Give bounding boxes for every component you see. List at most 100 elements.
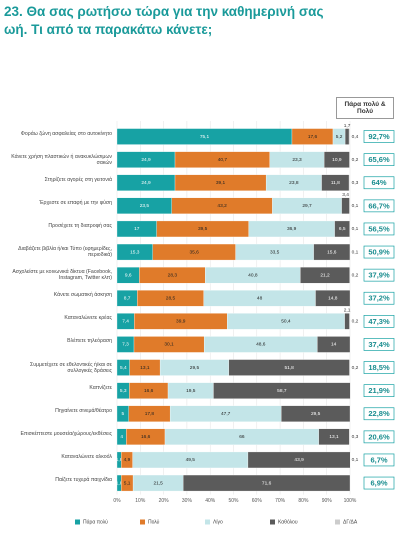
total-box — [363, 384, 395, 397]
bar-segment — [348, 128, 351, 145]
value-label: 43,2 — [217, 203, 227, 209]
total-box — [363, 199, 395, 213]
bar-segment — [315, 290, 351, 307]
x-tick-label: 40% — [205, 498, 216, 504]
value-label: 29,5 — [311, 411, 321, 417]
value-label: 13,1 — [140, 365, 150, 371]
value-label: 9,6 — [125, 272, 132, 278]
bar-segment — [183, 474, 351, 492]
bar-segment — [317, 336, 351, 353]
value-label: 5,3 — [120, 388, 127, 394]
value-label: 28,3 — [168, 272, 178, 278]
value-label: 0,2 — [352, 157, 359, 163]
x-tick-label: 0% — [113, 498, 121, 504]
title-line: ωή. Τι από τα παρακάτω κάνετε; — [4, 22, 213, 37]
value-label: 0,4 — [352, 134, 359, 140]
total-label: 22,8% — [368, 409, 390, 418]
category-label: Κάνετε χρήση πλαστικών ή ανακυκλώσιμων σ… — [11, 153, 112, 166]
total-label: 21,9% — [368, 386, 390, 395]
value-label: 0,2 — [352, 272, 359, 278]
legend-swatch — [140, 519, 145, 525]
total-box — [363, 315, 395, 328]
value-label: 40,8 — [248, 272, 258, 278]
value-label: 49,5 — [186, 457, 196, 463]
total-box — [363, 361, 395, 374]
value-label: 39,9 — [176, 319, 186, 325]
category-label: Ασχολείστε με κοινωνικά δίκτυα (Facebook… — [12, 269, 112, 282]
value-label: 30,1 — [164, 342, 174, 348]
value-label: 47,7 — [221, 411, 231, 417]
value-label: 5 — [121, 411, 124, 417]
category-label: Καπνίζετε — [89, 384, 112, 391]
x-tick-label: 60% — [252, 498, 263, 504]
value-label: 58,7 — [277, 388, 287, 394]
value-label: 33,5 — [270, 249, 280, 255]
value-label: 35,6 — [189, 249, 199, 255]
value-label: 10,9 — [332, 157, 342, 163]
x-tick-label: 90% — [322, 498, 333, 504]
value-label: 5,4 — [120, 365, 127, 371]
bar-segment — [281, 405, 351, 422]
value-label: 71,6 — [262, 480, 272, 486]
value-label: 0,1 — [352, 226, 359, 232]
value-label: 17,8 — [145, 411, 155, 417]
category-label: Καταναλώνετε κρέας — [64, 315, 112, 322]
value-label: 39,5 — [198, 226, 208, 232]
value-label: 1,7 — [344, 123, 351, 129]
legend-swatch — [205, 519, 210, 525]
category-label: Βλέπετε τηλεόραση — [67, 338, 112, 345]
value-label: 43,9 — [294, 457, 304, 463]
value-label: 21,5 — [153, 480, 163, 486]
value-label: 15,3 — [130, 249, 140, 255]
value-label: 7,4 — [122, 319, 129, 325]
bar-segment — [213, 382, 351, 399]
category-label: Έρχεστε σε επαφή με την φύση — [39, 199, 112, 206]
value-label: 48,6 — [256, 342, 266, 348]
total-box — [363, 130, 395, 143]
x-tick-label: 20% — [159, 498, 170, 504]
total-label: 50,9% — [368, 248, 390, 257]
legend-swatch — [335, 519, 340, 525]
legend-label: Καθόλου — [278, 518, 298, 525]
value-label: 23,5 — [140, 203, 150, 209]
total-box — [363, 476, 395, 490]
value-label: 16,6 — [141, 434, 151, 440]
value-label: 36,9 — [287, 226, 297, 232]
total-box — [363, 176, 395, 190]
bar-segment — [344, 313, 350, 330]
total-label: 37,4% — [368, 340, 390, 349]
value-label: 29,7 — [302, 203, 312, 209]
value-label: 48 — [257, 296, 263, 302]
value-label: 66 — [239, 434, 245, 440]
total-box — [363, 407, 395, 421]
value-label: 0,2 — [352, 319, 359, 325]
value-label: 40,7 — [218, 157, 228, 163]
value-label: 23,8 — [289, 180, 299, 186]
total-label: 6,7% — [370, 455, 387, 464]
category-label: Καταναλώνετε αλκοόλ — [61, 453, 112, 460]
value-label: 5,1 — [124, 480, 131, 486]
value-label: 4,9 — [124, 457, 131, 463]
total-label: 65,6% — [368, 155, 390, 164]
total-box — [363, 453, 395, 467]
bar-segment — [349, 428, 351, 446]
value-label: 17,6 — [308, 134, 318, 140]
legend-swatch — [270, 519, 275, 525]
total-label: 37,2% — [368, 294, 390, 303]
legend-label: Λίγο — [213, 519, 223, 525]
title-line: 23. Θα σας ρωτήσω τώρα για την καθημεριν… — [4, 4, 324, 19]
bar-segment — [348, 174, 350, 191]
category-label: Πηγαίνετε σινεμά/θέατρο — [55, 407, 112, 414]
value-label: 0,1 — [352, 203, 359, 209]
value-label: 21,2 — [320, 272, 330, 278]
value-label: 0,1 — [352, 249, 359, 255]
value-label: 3,4 — [342, 192, 349, 198]
category-label: Κάνετε σωματική άσκηση — [53, 292, 112, 299]
value-label: 14 — [331, 342, 337, 348]
x-tick-label: 30% — [182, 498, 193, 504]
legend-swatch — [75, 519, 80, 525]
value-label: 15,6 — [327, 249, 337, 255]
total-label: 18,5% — [368, 363, 390, 372]
total-box — [363, 153, 395, 166]
